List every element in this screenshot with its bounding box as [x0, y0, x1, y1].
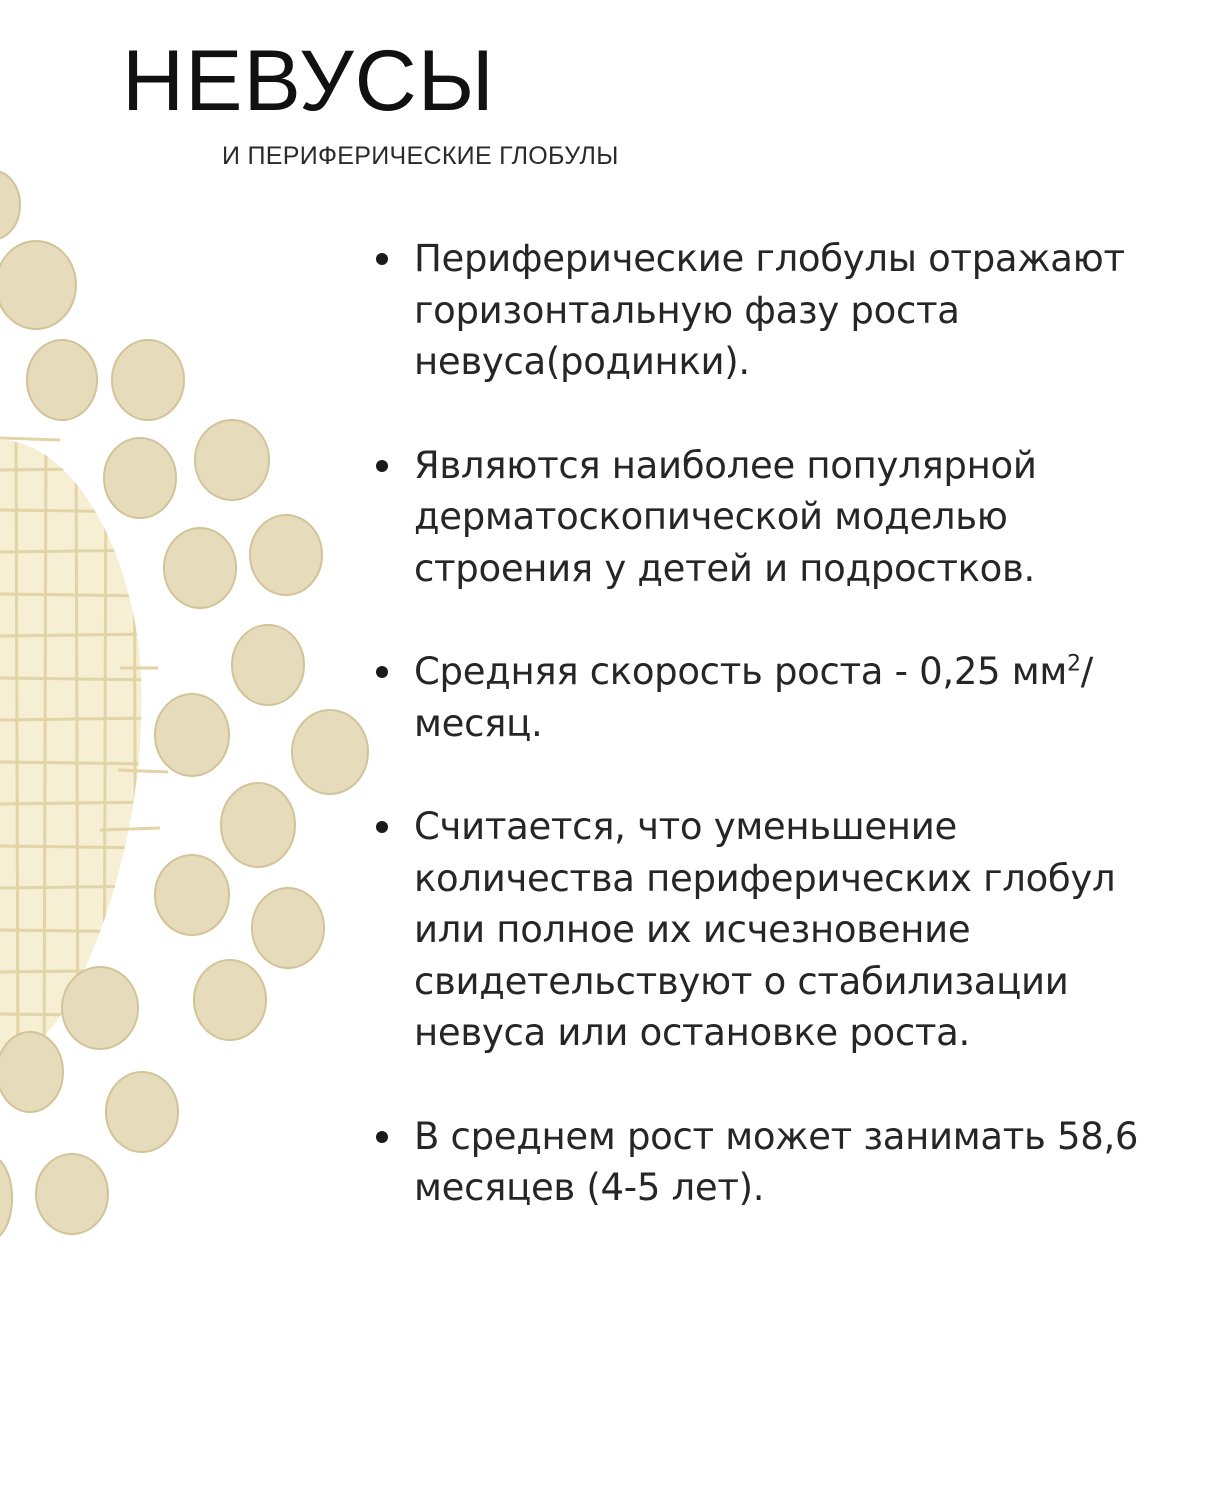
bullet-item-popular-model: Являются наиболее популярной дерматоскоп… — [372, 440, 1162, 595]
bullet-item-growth-rate: Средняя скорость роста - 0,25 мм2/ месяц… — [372, 646, 1162, 749]
page-title: НЕВУСЫ — [122, 33, 495, 129]
growth-rate-unit: / месяц. — [414, 650, 1093, 745]
bullet-item-growth-phase: Периферические глобулы отражают горизонт… — [372, 233, 1162, 388]
bullet-list: Периферические глобулы отражают горизонт… — [372, 233, 1162, 1214]
growth-rate-text: Средняя скорость роста - 0,25 мм — [414, 650, 1067, 693]
page-subtitle: И ПЕРИФЕРИЧЕСКИЕ ГЛОБУЛЫ — [222, 142, 619, 170]
globules-illustration — [0, 170, 369, 1237]
growth-rate-superscript: 2 — [1067, 651, 1081, 677]
bullet-item-growth-duration: В среднем рост может занимать 58,6 месяц… — [372, 1111, 1162, 1214]
bullet-item-stabilization: Считается, что уменьшение количества пер… — [372, 801, 1162, 1059]
globules — [0, 170, 369, 1237]
